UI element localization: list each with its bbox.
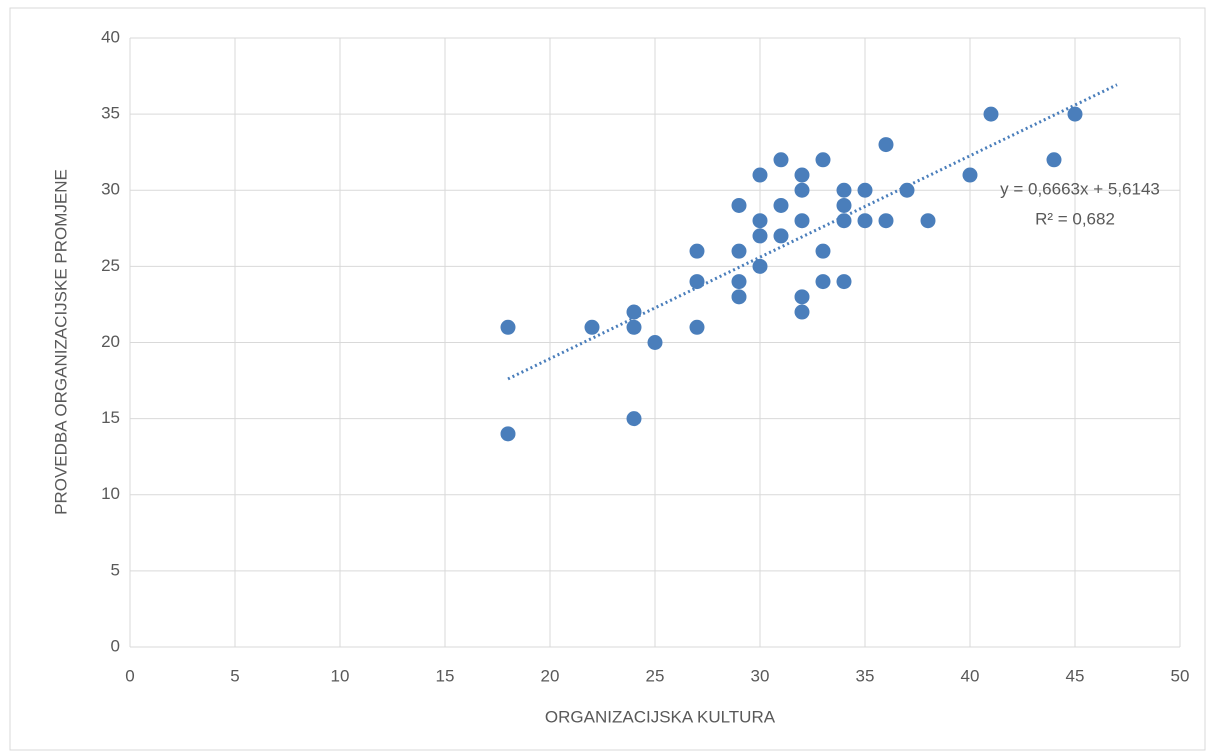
- y-tick-label: 35: [101, 104, 120, 123]
- point: [836, 197, 852, 213]
- point: [794, 182, 810, 198]
- y-tick-label: 10: [101, 484, 120, 503]
- point: [962, 167, 978, 183]
- y-tick-label: 20: [101, 332, 120, 351]
- x-tick-label: 45: [1066, 666, 1085, 685]
- x-tick-label: 20: [541, 666, 560, 685]
- point: [773, 152, 789, 168]
- x-tick-label: 30: [751, 666, 770, 685]
- chart-border: [9, 7, 1206, 751]
- x-axis-label: ORGANIZACIJSKA KULTURA: [545, 707, 776, 726]
- point: [584, 319, 600, 335]
- y-axis-label: PROVEDBA ORGANIZACIJSKE PROMJENE: [51, 169, 70, 515]
- point: [752, 213, 768, 229]
- x-tick-label: 0: [125, 666, 134, 685]
- point: [773, 197, 789, 213]
- point: [794, 289, 810, 305]
- x-tick-label: 15: [436, 666, 455, 685]
- x-tick-label: 50: [1171, 666, 1190, 685]
- point: [731, 274, 747, 290]
- point: [752, 258, 768, 274]
- point: [626, 304, 642, 320]
- point: [689, 243, 705, 259]
- trendline-equation: y = 0,6663x + 5,6143: [1000, 179, 1160, 198]
- x-tick-label: 40: [961, 666, 980, 685]
- point: [815, 243, 831, 259]
- point: [857, 182, 873, 198]
- y-tick-label: 40: [101, 27, 120, 46]
- point: [731, 243, 747, 259]
- point: [689, 274, 705, 290]
- point: [878, 213, 894, 229]
- point: [626, 319, 642, 335]
- point: [773, 228, 789, 244]
- trendline-r-squared: R² = 0,682: [1035, 209, 1115, 228]
- point: [836, 182, 852, 198]
- point: [794, 304, 810, 320]
- point: [794, 213, 810, 229]
- point: [983, 106, 999, 122]
- point: [731, 197, 747, 213]
- point: [647, 335, 663, 350]
- point: [899, 182, 915, 198]
- y-tick-label: 15: [101, 408, 120, 427]
- x-tick-label: 5: [230, 666, 239, 685]
- point: [626, 411, 642, 427]
- point: [500, 426, 516, 442]
- point: [815, 152, 831, 168]
- y-tick-label: 0: [111, 636, 120, 655]
- point: [836, 274, 852, 290]
- point: [752, 228, 768, 244]
- point: [815, 274, 831, 290]
- point: [857, 213, 873, 229]
- point: [920, 213, 936, 229]
- point: [878, 137, 894, 153]
- point: [1067, 106, 1083, 122]
- point: [836, 213, 852, 229]
- x-tick-label: 25: [646, 666, 665, 685]
- point: [752, 167, 768, 183]
- y-tick-label: 5: [111, 560, 120, 579]
- y-tick-label: 25: [101, 256, 120, 275]
- point: [1046, 152, 1062, 168]
- x-tick-label: 35: [856, 666, 875, 685]
- point: [689, 319, 705, 335]
- point: [731, 289, 747, 305]
- point: [500, 319, 516, 335]
- y-tick-label: 30: [101, 180, 120, 199]
- x-tick-label: 10: [331, 666, 350, 685]
- point: [794, 167, 810, 183]
